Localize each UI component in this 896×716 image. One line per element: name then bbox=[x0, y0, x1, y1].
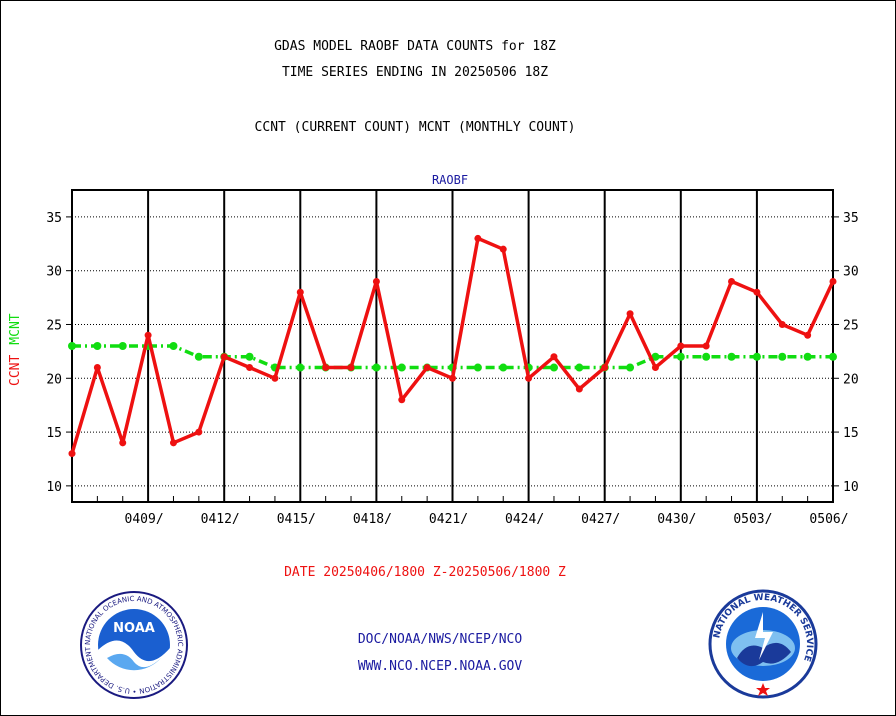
y-tick-label-left: 10 bbox=[46, 480, 62, 495]
data-point-mcnt bbox=[803, 352, 812, 361]
data-point-mcnt bbox=[727, 352, 736, 361]
data-point-mcnt bbox=[676, 352, 685, 361]
noaa-logo: NATIONAL OCEANIC AND ATMOSPHERIC ADMINIS… bbox=[79, 590, 188, 699]
data-point-mcnt bbox=[169, 342, 178, 350]
x-tick-label: 0503/ bbox=[733, 512, 772, 527]
x-tick-label: 0430/ bbox=[657, 512, 696, 527]
url-label: WWW.NCO.NCEP.NOAA.GOV bbox=[357, 659, 523, 674]
chart-title-line1: GDAS MODEL RAOBF DATA COUNTS for 18Z bbox=[274, 39, 556, 54]
noaa-logo-text: NOAA bbox=[113, 621, 155, 636]
data-point-ccnt bbox=[449, 374, 456, 382]
x-tick-label: 0415/ bbox=[277, 512, 316, 527]
data-point-mcnt bbox=[829, 352, 837, 361]
data-point-ccnt bbox=[220, 353, 228, 361]
x-tick-label: 0412/ bbox=[201, 512, 240, 527]
data-point-ccnt bbox=[651, 364, 659, 372]
chart-title-line3: CCNT (CURRENT COUNT) MCNT (MONTHLY COUNT… bbox=[254, 120, 576, 135]
data-point-ccnt bbox=[296, 288, 304, 296]
data-point-mcnt bbox=[549, 363, 558, 372]
data-point-ccnt bbox=[372, 277, 380, 285]
data-point-mcnt bbox=[68, 342, 76, 350]
y-tick-label-left: 25 bbox=[46, 318, 62, 333]
data-point-mcnt bbox=[296, 363, 305, 372]
chart-title-line2: TIME SERIES ENDING IN 20250506 18Z bbox=[281, 65, 549, 80]
data-point-ccnt bbox=[550, 353, 558, 361]
y-axis-label-ccnt: CCNT bbox=[8, 355, 23, 386]
data-point-ccnt bbox=[626, 310, 634, 318]
data-point-ccnt bbox=[119, 439, 127, 447]
y-tick-label-right: 20 bbox=[843, 372, 859, 387]
y-tick-label-left: 30 bbox=[46, 265, 62, 280]
y-tick-label-right: 25 bbox=[843, 318, 859, 333]
data-point-ccnt bbox=[322, 364, 330, 372]
y-tick-label-right: 30 bbox=[843, 265, 859, 280]
data-point-mcnt bbox=[778, 352, 787, 361]
x-tick-label: 0424/ bbox=[505, 512, 544, 527]
data-point-mcnt bbox=[93, 342, 102, 350]
x-tick-label: 0506/ bbox=[809, 512, 848, 527]
org-label: DOC/NOAA/NWS/NCEP/NCO bbox=[357, 632, 523, 647]
data-point-ccnt bbox=[601, 364, 609, 372]
y-tick-label-left: 15 bbox=[46, 426, 62, 441]
data-point-ccnt bbox=[804, 331, 812, 339]
data-point-ccnt bbox=[677, 342, 685, 350]
y-tick-label-left: 35 bbox=[46, 211, 62, 226]
date-range-label: DATE 20250406/1800 Z-20250506/1800 Z bbox=[284, 565, 566, 580]
x-tick-label: 0427/ bbox=[581, 512, 620, 527]
y-axis-label-mcnt: MCNT bbox=[8, 313, 23, 344]
data-point-ccnt bbox=[474, 234, 482, 242]
x-tick-label: 0418/ bbox=[353, 512, 392, 527]
data-point-mcnt bbox=[245, 352, 254, 361]
data-point-ccnt bbox=[398, 396, 406, 404]
data-point-mcnt bbox=[651, 352, 660, 361]
data-point-ccnt bbox=[93, 364, 101, 372]
nws-logo: NATIONAL WEATHER SERVICE bbox=[708, 589, 818, 699]
data-point-mcnt bbox=[118, 342, 127, 350]
y-axis-label: CCNT MCNT bbox=[8, 313, 23, 386]
data-point-ccnt bbox=[246, 364, 254, 372]
data-point-mcnt bbox=[575, 363, 584, 372]
data-point-ccnt bbox=[169, 439, 177, 447]
y-tick-label-left: 20 bbox=[46, 372, 62, 387]
data-point-ccnt bbox=[575, 385, 583, 393]
x-tick-label: 0421/ bbox=[429, 512, 468, 527]
data-point-mcnt bbox=[626, 363, 635, 372]
data-point-ccnt bbox=[195, 428, 203, 436]
data-point-mcnt bbox=[499, 363, 508, 372]
data-point-ccnt bbox=[423, 364, 431, 372]
chart-series-title: RAOBF bbox=[432, 173, 468, 187]
data-point-ccnt bbox=[144, 331, 152, 339]
data-point-ccnt bbox=[525, 374, 533, 382]
data-point-mcnt bbox=[194, 352, 203, 361]
x-tick-label: 0409/ bbox=[125, 512, 164, 527]
data-point-ccnt bbox=[68, 450, 76, 458]
data-point-mcnt bbox=[702, 352, 711, 361]
data-point-ccnt bbox=[829, 277, 837, 285]
data-point-mcnt bbox=[752, 352, 761, 361]
y-tick-label-right: 15 bbox=[843, 426, 859, 441]
y-tick-label-right: 35 bbox=[843, 211, 859, 226]
data-point-ccnt bbox=[499, 245, 507, 253]
y-tick-label-right: 10 bbox=[843, 480, 859, 495]
data-point-ccnt bbox=[753, 288, 761, 296]
data-point-ccnt bbox=[728, 277, 736, 285]
data-point-mcnt bbox=[372, 363, 381, 372]
data-point-mcnt bbox=[397, 363, 406, 372]
data-point-ccnt bbox=[347, 364, 355, 372]
data-point-ccnt bbox=[271, 374, 279, 382]
data-point-ccnt bbox=[778, 320, 786, 328]
data-point-ccnt bbox=[702, 342, 710, 350]
data-point-mcnt bbox=[473, 363, 482, 372]
